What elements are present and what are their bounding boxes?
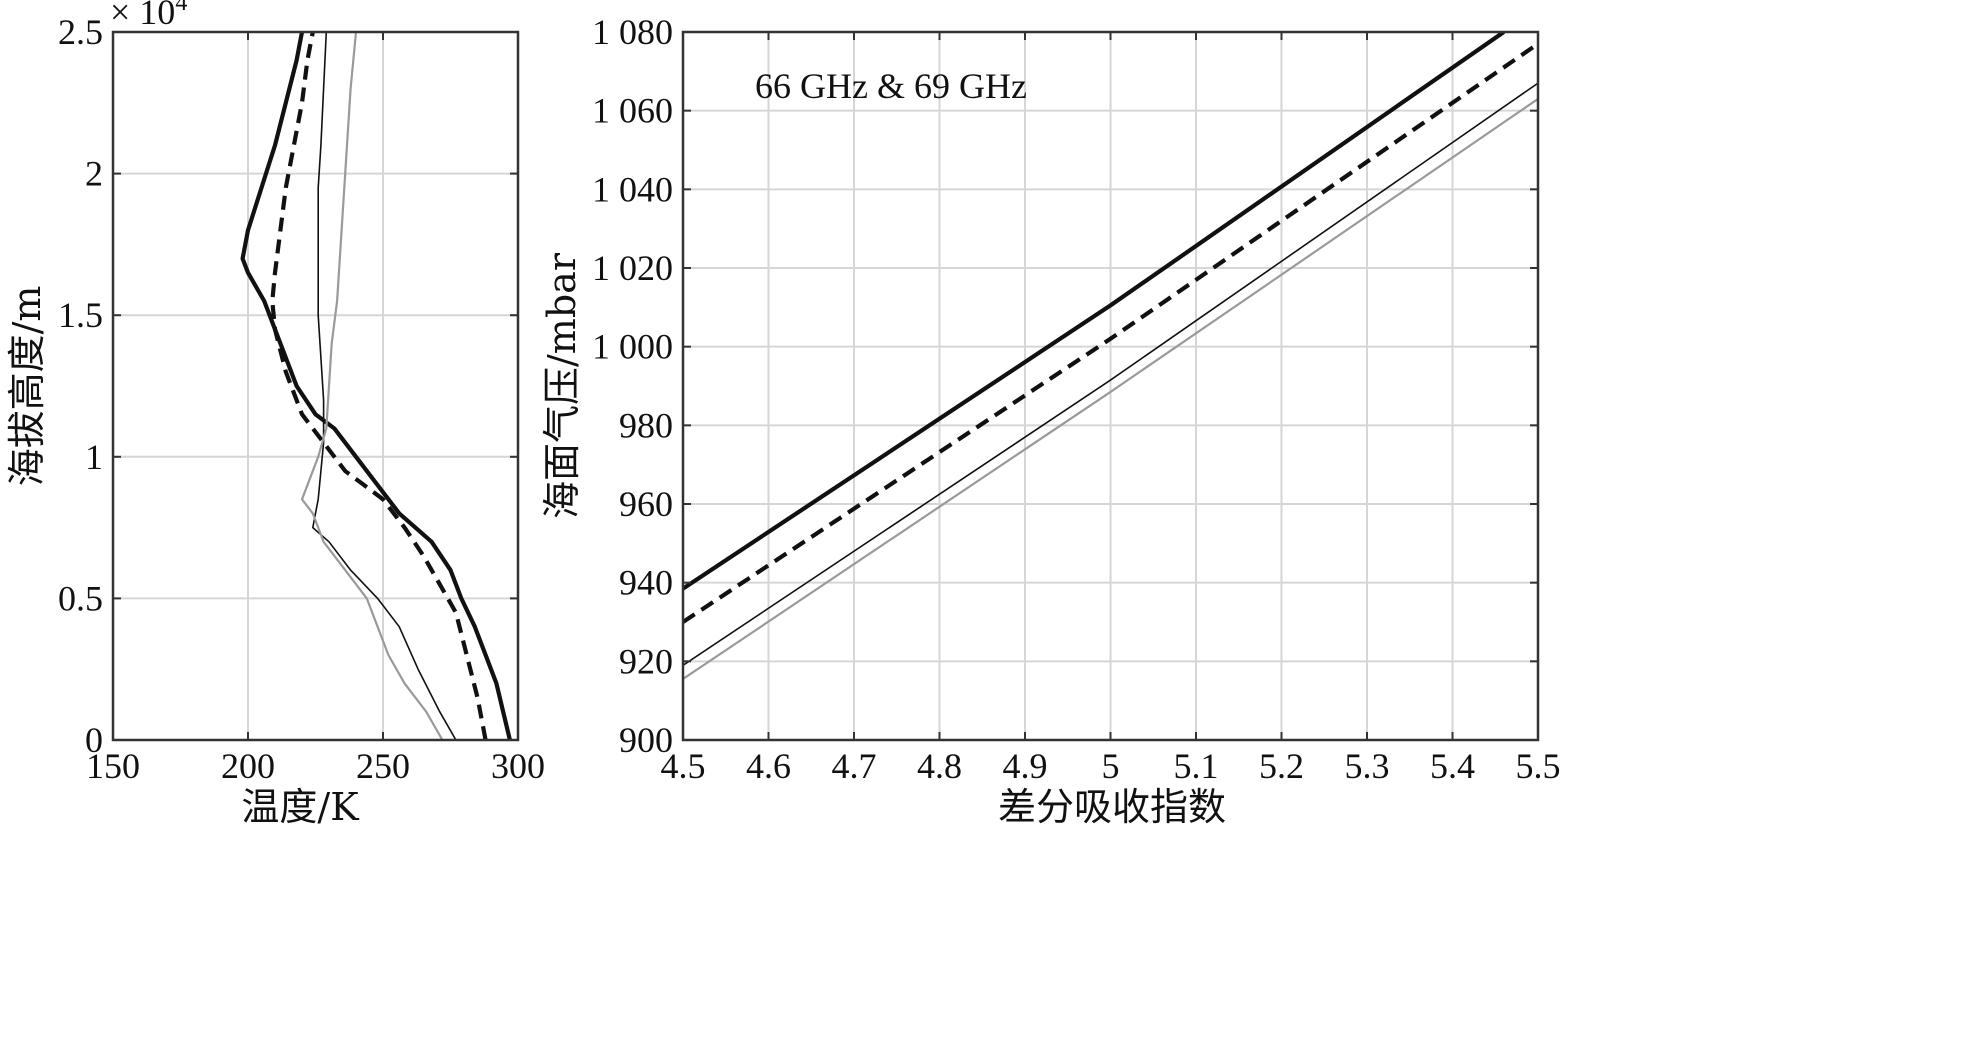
y-axis-title: 海拔高度/m — [5, 286, 49, 487]
y-axis-multiplier-exponent: 4 — [175, 0, 187, 16]
y-tick-label: 1 040 — [592, 169, 673, 209]
x-tick-label: 5 — [1102, 746, 1120, 786]
axes-frame — [111, 30, 520, 742]
x-tick-label: 5.1 — [1174, 746, 1219, 786]
y-axis-title: 海面气压/mbar — [540, 252, 584, 519]
y-tick-label: 940 — [619, 563, 673, 603]
series-lines — [683, 32, 1538, 680]
y-tick-label: 1 000 — [592, 327, 673, 367]
series-line-thin-solid — [312, 32, 457, 740]
y-tick-label: 1 020 — [592, 248, 673, 288]
x-tick-label: 5.5 — [1516, 746, 1561, 786]
gridlines — [113, 32, 518, 740]
y-tick-label: 900 — [619, 720, 673, 760]
x-tick-label: 300 — [491, 746, 545, 786]
x-tick-label: 4.5 — [661, 746, 706, 786]
x-tick-label: 4.7 — [832, 746, 877, 786]
series-line-thin-gray — [683, 97, 1538, 680]
y-tick-label: 0.5 — [58, 578, 103, 618]
y-tick-label: 2.5 — [58, 12, 103, 52]
y-tick-label: 920 — [619, 641, 673, 681]
y-tick-label: 0 — [85, 720, 103, 760]
gridlines — [683, 32, 1538, 740]
ticks: 150 200 250 300 0 0.5 1 1.5 2 2.5 — [58, 12, 545, 786]
y-axis-multiplier-base: × 10 — [110, 0, 175, 32]
y-tick-label: 1 — [85, 437, 103, 477]
x-tick-label: 5.4 — [1430, 746, 1475, 786]
series-line-thick-dashed — [270, 32, 488, 740]
series-line-thin-solid — [683, 82, 1538, 666]
y-tick-label: 960 — [619, 484, 673, 524]
y-tick-label: 1 060 — [592, 91, 673, 131]
x-tick-label: 200 — [221, 746, 275, 786]
series-line-thick-solid — [683, 32, 1505, 591]
x-tick-label: 5.3 — [1345, 746, 1390, 786]
x-tick-label: 4.8 — [917, 746, 962, 786]
x-tick-label: 5.2 — [1259, 746, 1304, 786]
y-tick-label: 2 — [85, 154, 103, 194]
y-axis-multiplier: × 104 — [110, 0, 187, 32]
pressure-absorption-chart: 4.5 4.6 4.7 4.8 4.9 5 5.1 5.2 5.3 5.4 5.5 900 920 940… — [540, 12, 1561, 829]
y-tick-label: 1.5 — [58, 295, 103, 335]
series-lines — [240, 32, 512, 740]
temperature-altitude-chart: 150 200 250 300 0 0.5 1 1.5 2 2.5 × 104 温度/K 海拔高度/m — [5, 0, 545, 829]
series-line-thick-solid — [240, 32, 512, 740]
x-tick-label: 250 — [356, 746, 410, 786]
series-line-thin-gray — [300, 32, 444, 740]
y-tick-label: 1 080 — [592, 12, 673, 52]
x-axis-title: 差分吸收指数 — [998, 785, 1226, 829]
series-line-thick-dashed — [683, 42, 1538, 624]
ticks: 4.5 4.6 4.7 4.8 4.9 5 5.1 5.2 5.3 5.4 5.5 900 920 940… — [592, 12, 1561, 786]
chart-annotation: 66 GHz & 69 GHz — [755, 66, 1027, 106]
x-tick-label: 4.6 — [746, 746, 791, 786]
x-tick-label: 4.9 — [1003, 746, 1048, 786]
y-tick-label: 980 — [619, 405, 673, 445]
x-tick-label: 150 — [86, 746, 140, 786]
x-axis-title: 温度/K — [241, 785, 359, 829]
